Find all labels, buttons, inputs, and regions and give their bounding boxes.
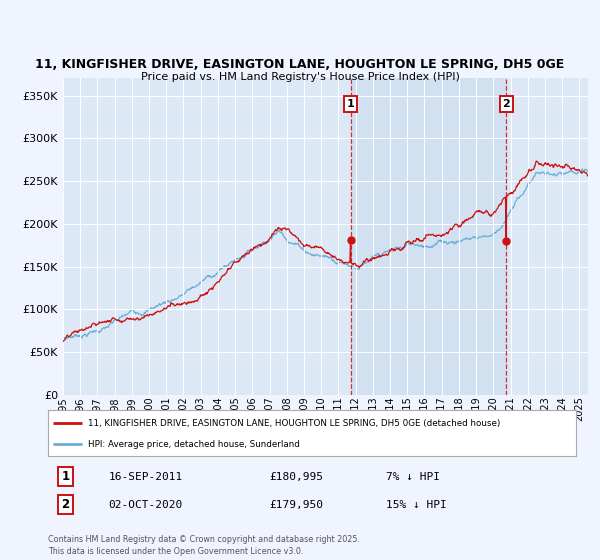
Text: 16-SEP-2011: 16-SEP-2011 bbox=[109, 472, 183, 482]
Text: 1: 1 bbox=[61, 470, 70, 483]
Text: 2: 2 bbox=[502, 99, 510, 109]
Text: 15% ↓ HPI: 15% ↓ HPI bbox=[386, 500, 446, 510]
Text: Price paid vs. HM Land Registry's House Price Index (HPI): Price paid vs. HM Land Registry's House … bbox=[140, 72, 460, 82]
Text: 7% ↓ HPI: 7% ↓ HPI bbox=[386, 472, 440, 482]
Text: 11, KINGFISHER DRIVE, EASINGTON LANE, HOUGHTON LE SPRING, DH5 0GE (detached hous: 11, KINGFISHER DRIVE, EASINGTON LANE, HO… bbox=[88, 419, 500, 428]
Text: 02-OCT-2020: 02-OCT-2020 bbox=[109, 500, 183, 510]
Text: HPI: Average price, detached house, Sunderland: HPI: Average price, detached house, Sund… bbox=[88, 440, 299, 449]
Bar bbox=[350, 78, 506, 395]
Text: £180,995: £180,995 bbox=[270, 472, 324, 482]
Text: Contains HM Land Registry data © Crown copyright and database right 2025.
This d: Contains HM Land Registry data © Crown c… bbox=[48, 535, 360, 556]
Text: 2: 2 bbox=[61, 498, 70, 511]
Text: 1: 1 bbox=[347, 99, 355, 109]
Text: 11, KINGFISHER DRIVE, EASINGTON LANE, HOUGHTON LE SPRING, DH5 0GE: 11, KINGFISHER DRIVE, EASINGTON LANE, HO… bbox=[35, 58, 565, 71]
Text: £179,950: £179,950 bbox=[270, 500, 324, 510]
